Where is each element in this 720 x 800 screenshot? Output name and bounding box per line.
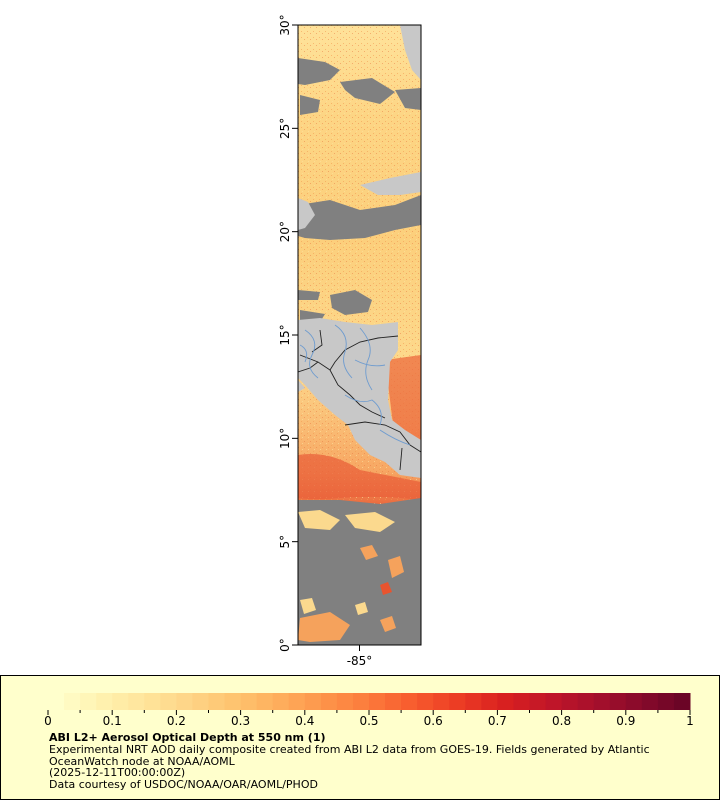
colorbar-cell-9 (192, 693, 209, 710)
colorbar-cell-33 (577, 693, 595, 710)
high-aod-band (298, 454, 421, 500)
colorbar-cell-23 (417, 693, 434, 710)
colorbar-cell-18 (336, 693, 354, 710)
colorbar-cells (48, 693, 691, 710)
colorbar-cell-14 (272, 693, 290, 710)
no-data-regions (298, 58, 421, 645)
colorbar-label-4: 0.4 (295, 714, 314, 728)
colorbar-cell-36 (625, 693, 643, 710)
colorbar-label-10: 1 (686, 714, 694, 728)
colorbar-cell-6 (144, 693, 161, 710)
land-areas (298, 25, 421, 478)
colorbar-cell-17 (320, 693, 338, 710)
lat-tick-label-4: 20° (278, 221, 292, 242)
colorbar-ticks (47, 710, 691, 715)
map-area (298, 25, 421, 645)
colorbar-cell-32 (561, 693, 579, 710)
colorbar-cell-20 (369, 693, 386, 710)
colorbar-cell-38 (657, 693, 675, 710)
colorbar-cell-24 (433, 693, 450, 710)
colorbar-cell-7 (160, 693, 177, 710)
colorbar-cell-10 (208, 693, 226, 710)
colorbar-cell-11 (224, 693, 242, 710)
legend-panel: 0 0.1 0.2 0.3 0.4 0.5 0.6 0.7 0.8 0.9 1 ABI L2+ Ae… (0, 675, 720, 800)
colorbar-cell-28 (497, 693, 514, 710)
colorbar: 0 0.1 0.2 0.3 0.4 0.5 0.6 0.7 0.8 0.9 1 (44, 693, 694, 728)
colorbar-label-3: 0.3 (231, 714, 250, 728)
colorbar-cell-8 (176, 693, 193, 710)
aod-patches-south (298, 510, 404, 642)
colorbar-cell-19 (352, 693, 370, 710)
colorbar-labels: 0 0.1 0.2 0.3 0.4 0.5 0.6 0.7 0.8 0.9 1 (44, 714, 694, 728)
colorbar-label-1: 0.1 (103, 714, 122, 728)
colorbar-label-6: 0.6 (424, 714, 443, 728)
colorbar-cell-37 (641, 693, 659, 710)
colorbar-cell-12 (240, 693, 258, 710)
colorbar-label-8: 0.8 (552, 714, 571, 728)
colorbar-cell-15 (288, 693, 306, 710)
colorbar-cell-3 (96, 693, 113, 710)
legend-title: ABI L2+ Aerosol Optical Depth at 550 nm … (49, 731, 326, 744)
legend-time: (2025-12-11T00:00:00Z) (49, 766, 186, 779)
colorbar-label-7: 0.7 (488, 714, 507, 728)
lat-tick-label-3: 15° (278, 324, 292, 345)
colorbar-cell-31 (545, 693, 563, 710)
colorbar-cell-2 (80, 693, 97, 710)
lat-tick-label-0: 0° (278, 638, 292, 652)
colorbar-cell-22 (401, 693, 418, 710)
lat-tick-label-2: 10° (278, 428, 292, 449)
colorbar-cell-34 (593, 693, 611, 710)
colorbar-cell-29 (513, 693, 530, 710)
lat-tick-label-6: 30° (278, 14, 292, 35)
colorbar-cell-30 (529, 693, 547, 710)
colorbar-label-9: 0.9 (616, 714, 635, 728)
legend-description: Experimental NRT AOD daily composite cre… (49, 743, 650, 768)
colorbar-cell-27 (481, 693, 498, 710)
country-borders (298, 329, 421, 471)
colorbar-cell-25 (449, 693, 466, 710)
colorbar-cell-35 (609, 693, 627, 710)
longitude-axis: -85° (347, 645, 373, 668)
colorbar-cell-1 (64, 693, 81, 710)
colorbar-label-0: 0 (44, 714, 52, 728)
colorbar-cell-16 (304, 693, 322, 710)
colorbar-cell-0 (48, 693, 65, 710)
colorbar-label-5: 0.5 (359, 714, 378, 728)
colorbar-label-2: 0.2 (167, 714, 186, 728)
colorbar-cell-26 (465, 693, 482, 710)
colorbar-cell-39 (673, 693, 691, 710)
latitude-axis: 0° 5° 10° 15° 20° 25° 30° (278, 14, 298, 652)
legend-credit: Data courtesy of USDOC/NOAA/OAR/AOML/PHO… (49, 778, 318, 791)
lat-tick-label-1: 5° (278, 535, 292, 549)
colorbar-cell-5 (128, 693, 145, 710)
lon-tick-label-0: -85° (347, 654, 373, 668)
colorbar-cell-13 (256, 693, 274, 710)
colorbar-cell-21 (385, 693, 402, 710)
colorbar-cell-4 (112, 693, 129, 710)
rivers (299, 324, 411, 446)
lat-tick-label-5: 25° (278, 118, 292, 139)
